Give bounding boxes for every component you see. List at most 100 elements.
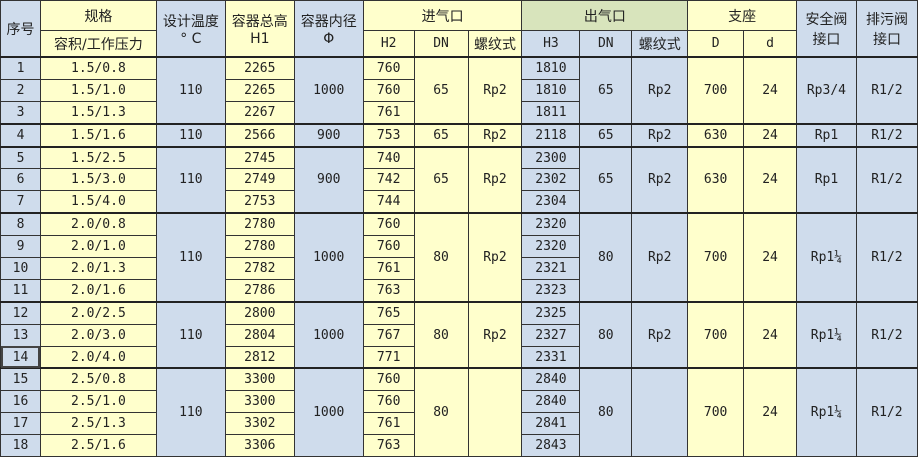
cell-seq[interactable]: 4 [0,122,41,148]
cell-temp[interactable]: 110 [155,212,226,303]
header-inlet-h2[interactable]: H2 [362,30,415,58]
cell-h2[interactable]: 760 [362,212,415,237]
cell-inlet-thread[interactable] [467,367,523,457]
cell-seq[interactable]: 14 [0,345,41,369]
header-diameter[interactable]: 容器内径 Φ [293,0,364,58]
cell-h3[interactable]: 2321 [521,257,581,280]
cell-inlet-dn[interactable]: 65 [413,56,469,125]
cell-inlet-dn[interactable]: 65 [413,145,469,214]
cell-spec[interactable]: 1.5/1.6 [39,122,157,148]
cell-h2[interactable]: 763 [362,278,415,303]
cell-h3[interactable]: 2840 [521,390,581,414]
cell-support-d[interactable]: 24 [743,300,797,369]
cell-spec[interactable]: 2.5/1.6 [39,434,157,457]
cell-h1[interactable]: 3302 [224,412,295,436]
cell-spec[interactable]: 1.5/4.0 [39,190,157,214]
cell-spec[interactable]: 2.5/1.0 [39,390,157,414]
cell-h3[interactable]: 2304 [521,190,581,214]
cell-outlet-dn[interactable]: 65 [579,122,633,148]
cell-h2[interactable]: 767 [362,323,415,347]
cell-h1[interactable]: 2749 [224,168,295,192]
cell-h3[interactable]: 2327 [521,323,581,347]
header-support[interactable]: 支座 [687,0,797,31]
cell-outlet-dn[interactable]: 80 [579,367,633,457]
header-support-D[interactable]: D [687,30,745,58]
cell-temp[interactable]: 110 [155,300,226,369]
cell-outlet-dn[interactable]: 80 [579,212,633,303]
header-safety-valve[interactable]: 安全阀接口 [795,0,857,58]
cell-h3[interactable]: 2320 [521,212,581,237]
cell-h2[interactable]: 760 [362,390,415,414]
cell-outlet-thread[interactable]: Rp2 [631,56,689,125]
cell-h3[interactable]: 2118 [521,122,581,148]
cell-inlet-thread[interactable]: Rp2 [467,212,523,303]
cell-h2[interactable]: 761 [362,257,415,280]
cell-h2[interactable]: 740 [362,145,415,170]
cell-spec[interactable]: 2.0/4.0 [39,345,157,369]
cell-h2[interactable]: 742 [362,168,415,192]
cell-seq[interactable]: 16 [0,390,41,414]
cell-h3[interactable]: 2320 [521,235,581,259]
cell-safety-valve[interactable]: Rp1¼ [795,367,857,457]
cell-support-d[interactable]: 24 [743,56,797,125]
cell-inlet-thread[interactable]: Rp2 [467,122,523,148]
cell-h2[interactable]: 763 [362,434,415,457]
cell-temp[interactable]: 110 [155,56,226,125]
cell-h3[interactable]: 2841 [521,412,581,436]
cell-safety-valve[interactable]: Rp3/4 [795,56,857,125]
cell-spec[interactable]: 2.0/3.0 [39,323,157,347]
cell-diameter[interactable]: 1000 [293,56,364,125]
cell-h1[interactable]: 3300 [224,390,295,414]
header-support-d[interactable]: d [743,30,797,58]
cell-seq[interactable]: 8 [0,212,41,237]
cell-h2[interactable]: 760 [362,235,415,259]
cell-support-D[interactable]: 700 [687,212,745,303]
cell-h1[interactable]: 2786 [224,278,295,303]
cell-safety-valve[interactable]: Rp1 [795,145,857,214]
cell-support-d[interactable]: 24 [743,145,797,214]
cell-h2[interactable]: 760 [362,55,415,80]
cell-h2[interactable]: 753 [362,122,415,148]
header-height[interactable]: 容器总高 H1 [224,0,295,58]
header-spec[interactable]: 规格 [39,0,157,31]
header-inlet-dn[interactable]: DN [413,30,469,58]
cell-h2[interactable]: 761 [362,100,415,125]
cell-h2[interactable]: 771 [362,345,415,369]
cell-seq[interactable]: 15 [0,367,41,392]
cell-diameter[interactable]: 1000 [293,367,364,457]
cell-diameter[interactable]: 1000 [293,212,364,303]
cell-spec[interactable]: 2.5/1.3 [39,412,157,436]
header-outlet[interactable]: 出气口 [521,0,689,31]
cell-seq[interactable]: 18 [0,434,41,457]
cell-h1[interactable]: 2745 [224,145,295,170]
header-temp[interactable]: 设计温度 ° C [155,0,226,58]
cell-h1[interactable]: 2780 [224,235,295,259]
cell-h3[interactable]: 2843 [521,434,581,457]
cell-drain-valve[interactable]: R1/2 [855,367,918,457]
cell-seq[interactable]: 2 [0,78,41,102]
cell-outlet-thread[interactable]: Rp2 [631,145,689,214]
cell-drain-valve[interactable]: R1/2 [855,300,918,369]
cell-h1[interactable]: 2812 [224,345,295,369]
cell-h1[interactable]: 3306 [224,434,295,457]
cell-outlet-thread[interactable]: Rp2 [631,212,689,303]
header-drain-valve[interactable]: 排污阀接口 [855,0,918,58]
cell-diameter[interactable]: 1000 [293,300,364,369]
cell-outlet-thread[interactable]: Rp2 [631,300,689,369]
cell-h1[interactable]: 2267 [224,100,295,125]
cell-outlet-thread[interactable]: Rp2 [631,122,689,148]
cell-seq[interactable]: 9 [0,235,41,259]
cell-h3[interactable]: 2325 [521,300,581,325]
cell-h1[interactable]: 2800 [224,300,295,325]
cell-seq[interactable]: 11 [0,278,41,303]
cell-outlet-dn[interactable]: 65 [579,145,633,214]
cell-outlet-dn[interactable]: 80 [579,300,633,369]
header-outlet-thread[interactable]: 螺纹式 [631,30,689,58]
cell-h3[interactable]: 1810 [521,78,581,102]
cell-support-D[interactable]: 700 [687,367,745,457]
cell-seq[interactable]: 17 [0,412,41,436]
cell-inlet-thread[interactable]: Rp2 [467,56,523,125]
cell-h2[interactable]: 760 [362,367,415,392]
cell-diameter[interactable]: 900 [293,145,364,214]
cell-drain-valve[interactable]: R1/2 [855,145,918,214]
